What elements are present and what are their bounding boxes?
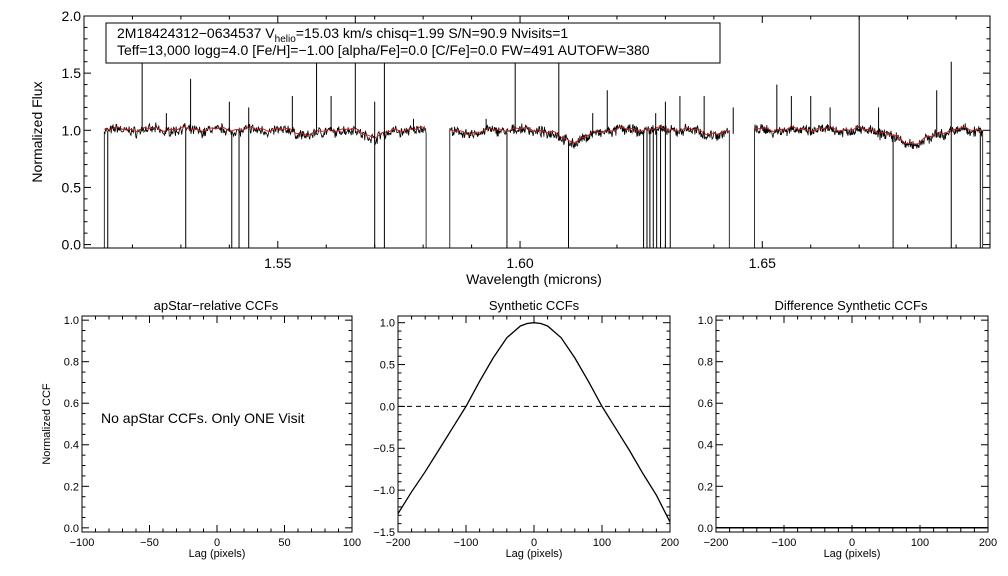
apstar-ccf-ytick-label: 0.2	[64, 481, 79, 493]
synthetic-ccf-xtick-label: 0	[531, 537, 537, 549]
spectrum-model-chip-3	[754, 126, 983, 145]
apstar-ccf-ticks: −100 −50 0 50 100 0.0 0.2 0.4 0.6 0.8 1.0	[64, 315, 361, 549]
synthetic-ccf-panel: Synthetic CCFs −200 −100 0 100 200 −1.5 −1.0 −0…	[373, 298, 679, 560]
synthetic-ccf-xtick-label: −100	[454, 537, 479, 549]
spectrum-ytick-label: 0.5	[62, 179, 82, 195]
spectrum-xtick-label: 1.55	[264, 255, 291, 271]
apstar-ccf-ytick-label: 0.4	[64, 440, 79, 452]
difference-ccf-ytick-label: 0.2	[698, 481, 713, 493]
spectrum-ytick-label: 2.0	[62, 8, 82, 24]
difference-ccf-xtick-label: 200	[979, 537, 997, 549]
apstar-ccf-title: apStar−relative CCFs	[154, 298, 279, 313]
synthetic-ccf-ytick-label: 0.0	[380, 401, 395, 413]
synthetic-ccf-ytick-label: −1.5	[373, 527, 395, 539]
spectrum-ylabel: Normalized Flux	[29, 81, 45, 182]
synthetic-ccf-xtick-label: 100	[593, 537, 611, 549]
synthetic-ccf-title: Synthetic CCFs	[489, 298, 580, 313]
spectrum-ytick-label: 1.0	[62, 122, 82, 138]
apstar-ccf-xtick-label: 100	[343, 537, 361, 549]
difference-ccf-ytick-label: 0.4	[698, 440, 713, 452]
spectrum-xtick-label: 1.60	[506, 255, 533, 271]
spectrum-panel: 1.55 1.60 1.65 0.0 0.5 1.0 1.5 2.0 Wavelength (…	[29, 8, 991, 287]
difference-ccf-title: Difference Synthetic CCFs	[775, 298, 928, 313]
synthetic-ccf-ytick-label: −0.5	[373, 443, 395, 455]
apstar-ccf-xtick-label: −100	[70, 537, 95, 549]
synthetic-ccf-xlabel: Lag (pixels)	[506, 548, 563, 560]
spectrum-ytick-label: 0.0	[62, 237, 82, 253]
difference-ccf-xtick-label: −100	[772, 537, 797, 549]
spectrum-observed-chip-1	[103, 122, 427, 248]
apstar-ccf-ylabel: Normalized CCF	[41, 383, 53, 465]
apstar-ccf-panel: apStar−relative CCFs −100 −50 0 50 100 0.0 0.2…	[41, 298, 361, 560]
synthetic-ccf-ytick-label: 1.0	[380, 318, 395, 330]
synthetic-ccf-xtick-label: −200	[386, 537, 411, 549]
apstar-ccf-xtick-label: 0	[214, 537, 220, 549]
annotation-line-1-b: =15.03 km/s chisq=1.99 S/N=90.9 Nvisits=…	[296, 25, 569, 41]
spectrum-model-chip-2	[449, 126, 730, 144]
apstar-ccf-ytick-label: 0.0	[64, 523, 79, 535]
spectrum-plot-area	[103, 16, 984, 248]
apstar-ccf-ytick-label: 0.6	[64, 398, 79, 410]
synthetic-ccf-xtick-label: 200	[661, 537, 679, 549]
difference-ccf-panel: Difference Synthetic CCFs −200 −100 0 100 20…	[698, 298, 997, 560]
annotation-frame	[105, 22, 721, 64]
difference-ccf-ticks: −200 −100 0 100 200 0.0 0.2 0.4 0.6 0.8 1.0	[698, 315, 997, 549]
difference-ccf-xtick-label: 100	[911, 537, 929, 549]
annotation-line-1-a: 2M18424312−0634537 V	[117, 25, 275, 41]
spectrum-xtick-label: 1.65	[749, 255, 776, 271]
apstar-ccf-xlabel: Lag (pixels)	[189, 548, 246, 560]
spectrum-xlabel: Wavelength (microns)	[466, 271, 602, 287]
apstar-ccf-ytick-label: 1.0	[64, 315, 79, 327]
difference-ccf-xlabel: Lag (pixels)	[824, 548, 881, 560]
difference-ccf-ytick-label: 1.0	[698, 315, 713, 327]
apstar-ccf-message: No apStar CCFs. Only ONE Visit	[101, 410, 305, 426]
difference-ccf-xtick-label: −200	[704, 537, 729, 549]
difference-ccf-ytick-label: 0.8	[698, 357, 713, 369]
annotation-line-2: Teff=13,000 logg=4.0 [Fe/H]=−1.00 [alpha…	[117, 42, 650, 58]
spectrum-ticks: 1.55 1.60 1.65 0.0 0.5 1.0 1.5 2.0	[62, 8, 990, 271]
difference-ccf-xtick-label: 0	[849, 537, 855, 549]
spectrum-model-chip-1	[104, 126, 427, 139]
apstar-ccf-xtick-label: 50	[278, 537, 290, 549]
annotation-line-1-subscript: helio	[275, 34, 297, 45]
difference-ccf-ytick-label: 0.0	[698, 523, 713, 535]
synthetic-ccf-ytick-label: −1.0	[373, 485, 395, 497]
spectrum-observed-chip-2	[449, 123, 730, 248]
difference-ccf-ytick-label: 0.6	[698, 398, 713, 410]
spectrum-ytick-label: 1.5	[62, 65, 82, 81]
synthetic-ccf-ytick-label: 0.5	[380, 360, 395, 372]
synthetic-ccf-ticks: −200 −100 0 100 200 −1.5 −1.0 −0.5 0.0 0.5 1.0	[373, 316, 679, 549]
spectrum-annotation-box: 2M18424312−0634537 Vhelio=15.03 km/s chi…	[105, 22, 721, 64]
spectrum-axes-frame	[83, 15, 991, 249]
apstar-ccf-xtick-label: −50	[140, 537, 159, 549]
apstar-ccf-ytick-label: 0.8	[64, 357, 79, 369]
annotation-line-1: 2M18424312−0634537 Vhelio=15.03 km/s chi…	[117, 25, 568, 45]
